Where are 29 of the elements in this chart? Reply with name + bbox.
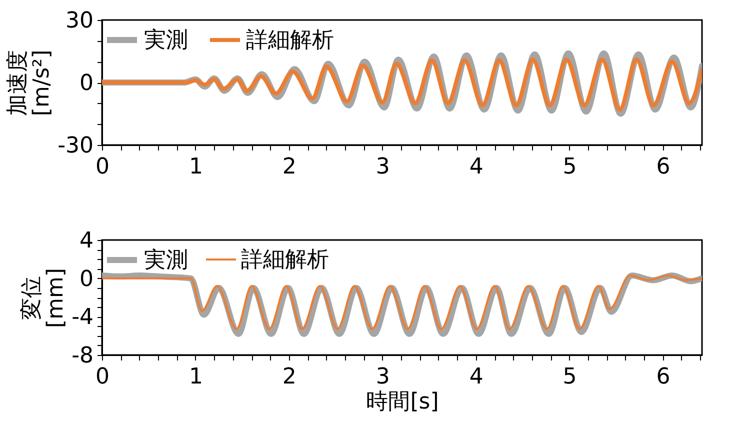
x-tick-label: 1 [188,364,203,390]
x-tick-label: 0 [96,154,110,180]
y-axis-title: 加速度 [m/s²] [6,50,55,116]
x-tick-label: 6 [656,364,670,390]
y-tick-label: 4 [80,228,94,254]
y-tick-label: -4 [72,305,94,330]
y-tick-label: -30 [58,134,94,158]
legend-label: 実測 [144,248,188,273]
x-tick-label: 2 [282,154,296,180]
x-tick-label: 0 [96,364,110,390]
x-tick-label: 3 [376,364,390,390]
x-tick-label: 3 [376,154,390,180]
y-tick-label: 30 [66,8,94,34]
x-tick-label: 5 [562,364,577,390]
x-tick-label: 6 [656,154,670,180]
y-tick-label: -8 [72,344,94,368]
x-tick-label: 4 [469,154,484,180]
y-tick-label: 0 [80,266,94,292]
x-axis-title: 時間[s] [366,390,439,414]
legend-label: 実測 [144,28,188,53]
line-series [102,58,702,112]
legend-label: 詳細解析 [246,28,334,53]
x-tick-label: 1 [188,154,203,180]
legend-label: 詳細解析 [241,248,329,272]
x-tick-label: 2 [282,364,296,390]
x-tick-label: 4 [469,364,484,390]
y-tick-label: 0 [80,71,94,96]
x-tick-label: 5 [562,154,577,180]
y-axis-title: 変位 [mm] [20,268,69,328]
